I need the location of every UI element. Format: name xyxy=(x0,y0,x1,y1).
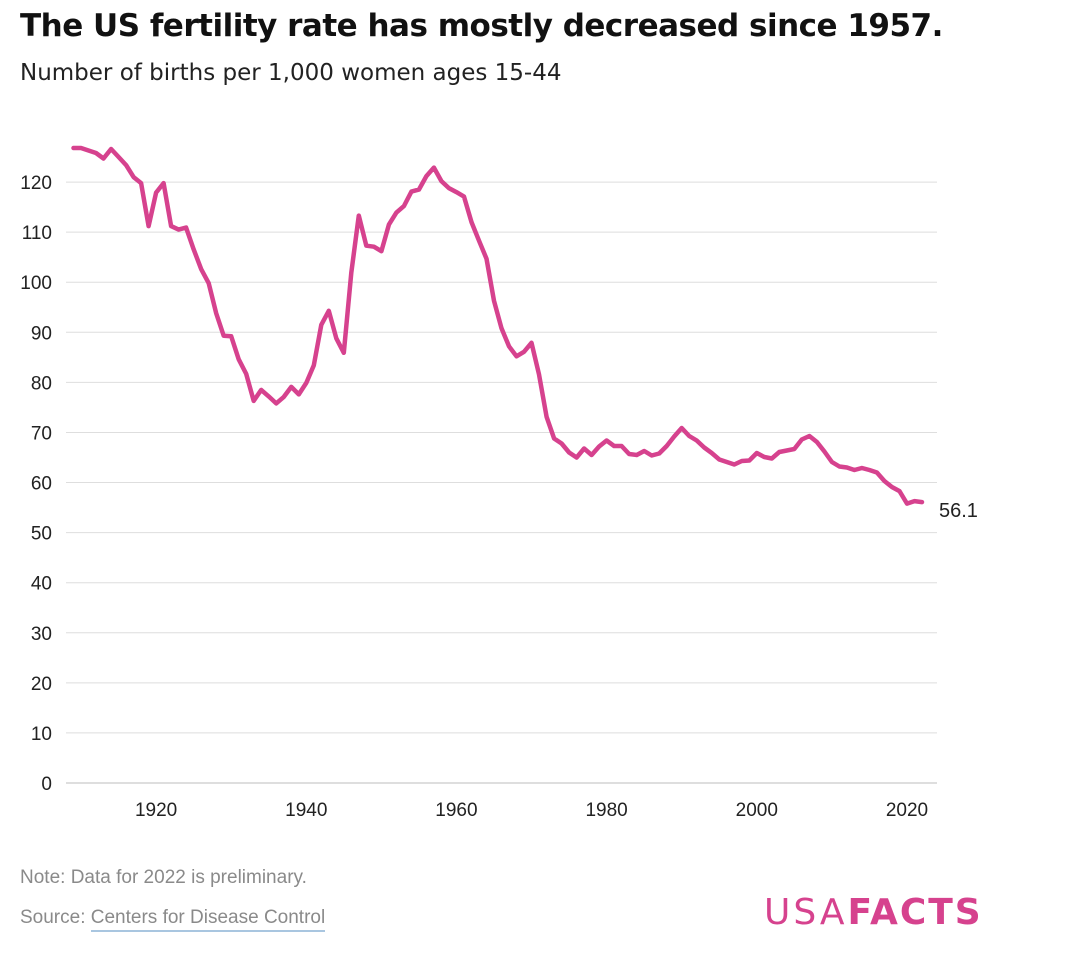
y-tick-label: 20 xyxy=(31,674,52,695)
y-tick-label: 60 xyxy=(31,474,52,495)
x-axis-tick-labels: 1920 1940 1960 1980 2000 2020 xyxy=(135,800,928,821)
series-layer xyxy=(71,145,925,506)
y-tick-label: 100 xyxy=(20,273,52,294)
chart-title: The US fertility rate has mostly decreas… xyxy=(20,8,943,44)
x-tick-label: 1920 xyxy=(135,800,177,821)
gridlines xyxy=(66,181,937,784)
y-tick-label: 90 xyxy=(31,323,52,344)
usafacts-logo[interactable]: USAFACTS xyxy=(764,892,983,933)
y-axis-tick-labels: 0 10 20 30 40 50 60 70 80 90 100 110 120 xyxy=(20,173,52,795)
logo-facts-text: FACTS xyxy=(847,892,983,933)
x-tick-label: 1980 xyxy=(585,800,627,821)
x-tick-label: 1960 xyxy=(435,800,477,821)
annotation-layer: 56.1 xyxy=(939,500,978,522)
x-tick-label: 2000 xyxy=(736,800,778,821)
y-tick-label: 70 xyxy=(31,423,52,444)
y-tick-label: 110 xyxy=(22,223,52,244)
y-tick-label: 10 xyxy=(31,724,52,745)
y-tick-label: 0 xyxy=(41,774,52,795)
x-tick-label: 2020 xyxy=(886,800,928,821)
source-link[interactable]: Centers for Disease Control xyxy=(90,907,326,932)
y-tick-label: 80 xyxy=(31,373,52,394)
logo-usa-text: USA xyxy=(764,892,848,933)
y-tick-label: 40 xyxy=(31,574,52,595)
y-tick-label: 30 xyxy=(31,624,52,645)
source-prefix: Source: xyxy=(20,907,91,928)
y-tick-label: 50 xyxy=(31,524,52,545)
end-value-label: 56.1 xyxy=(939,500,978,522)
footer-source: Source: Centers for Disease Control xyxy=(20,907,326,932)
chart-subtitle: Number of births per 1,000 women ages 15… xyxy=(20,60,562,86)
footer-note: Note: Data for 2022 is preliminary. xyxy=(20,867,307,888)
x-tick-label: 1940 xyxy=(285,800,327,821)
fertility-rate-line xyxy=(71,145,925,506)
y-tick-label: 120 xyxy=(20,173,52,194)
